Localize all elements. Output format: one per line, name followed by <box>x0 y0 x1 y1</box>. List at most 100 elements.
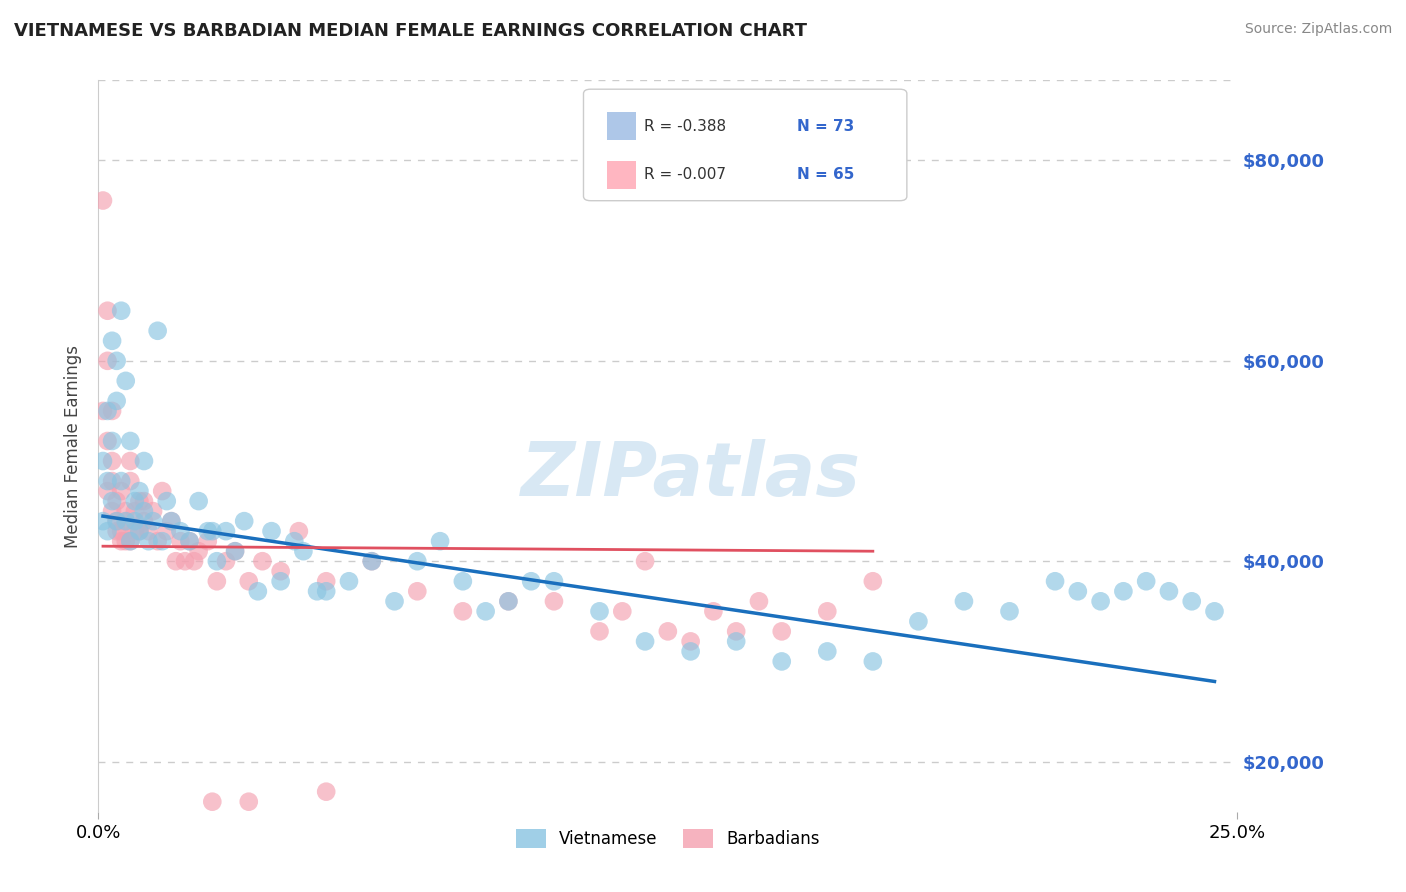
Point <box>160 514 183 528</box>
Point <box>406 554 429 568</box>
Point <box>260 524 283 538</box>
Point <box>634 634 657 648</box>
Point <box>110 303 132 318</box>
Point <box>815 604 838 618</box>
Point <box>183 554 205 568</box>
Point <box>120 454 142 468</box>
Point <box>679 644 702 658</box>
Text: N = 73: N = 73 <box>797 119 855 134</box>
Point <box>96 524 118 538</box>
Point <box>179 534 201 549</box>
Point <box>150 484 173 499</box>
Point <box>124 504 146 518</box>
Point <box>120 534 142 549</box>
Point <box>146 534 169 549</box>
Point <box>233 514 256 528</box>
Point <box>815 644 838 658</box>
Point <box>748 594 770 608</box>
Point <box>96 303 118 318</box>
Point <box>953 594 976 608</box>
Legend: Vietnamese, Barbadians: Vietnamese, Barbadians <box>509 822 827 855</box>
Point <box>634 554 657 568</box>
Point <box>146 324 169 338</box>
Point <box>384 594 406 608</box>
Point <box>110 524 132 538</box>
Point <box>315 584 337 599</box>
Point <box>187 494 209 508</box>
Point <box>307 584 329 599</box>
Point <box>1204 604 1226 618</box>
Point <box>862 574 884 589</box>
Text: VIETNAMESE VS BARBADIAN MEDIAN FEMALE EARNINGS CORRELATION CHART: VIETNAMESE VS BARBADIAN MEDIAN FEMALE EA… <box>14 22 807 40</box>
Point <box>543 574 565 589</box>
Point <box>142 504 165 518</box>
Point <box>520 574 543 589</box>
Point <box>215 524 238 538</box>
Point <box>360 824 382 838</box>
Point <box>907 615 929 629</box>
Point <box>124 524 146 538</box>
Point <box>138 534 160 549</box>
Point <box>246 584 269 599</box>
Point <box>120 474 142 488</box>
Point <box>1112 584 1135 599</box>
Point <box>101 334 124 348</box>
Text: R = -0.007: R = -0.007 <box>644 168 725 183</box>
Point <box>360 554 382 568</box>
Point <box>770 624 793 639</box>
Point <box>132 454 155 468</box>
Point <box>142 514 165 528</box>
Point <box>128 484 150 499</box>
Point <box>101 504 124 518</box>
Point <box>160 514 183 528</box>
Point <box>612 604 634 618</box>
Point <box>862 655 884 669</box>
Point <box>498 594 520 608</box>
Point <box>1090 594 1112 608</box>
Point <box>105 514 128 528</box>
Point <box>114 534 136 549</box>
Text: N = 65: N = 65 <box>797 168 855 183</box>
Point <box>725 624 748 639</box>
Point <box>96 404 118 418</box>
Point <box>337 574 360 589</box>
Point <box>96 354 118 368</box>
Point <box>169 524 191 538</box>
Point <box>132 504 155 518</box>
Point <box>105 494 128 508</box>
Point <box>205 574 228 589</box>
Point <box>128 494 150 508</box>
Point <box>91 194 114 208</box>
Point <box>114 504 136 518</box>
Point <box>588 604 610 618</box>
Point <box>101 494 124 508</box>
Point <box>179 534 201 549</box>
Point <box>169 534 191 549</box>
Point <box>657 624 679 639</box>
Point <box>197 524 219 538</box>
Point <box>114 514 136 528</box>
Point <box>288 524 311 538</box>
Point <box>201 524 224 538</box>
Point <box>105 514 128 528</box>
Point <box>270 574 292 589</box>
Point <box>770 655 793 669</box>
Point <box>120 534 142 549</box>
Point <box>406 584 429 599</box>
Point <box>101 474 124 488</box>
Point <box>315 785 337 799</box>
Point <box>283 534 305 549</box>
Point <box>128 524 150 538</box>
Point <box>91 454 114 468</box>
Point <box>96 474 118 488</box>
Point <box>110 474 132 488</box>
Point <box>725 634 748 648</box>
Point <box>187 544 209 558</box>
Point <box>474 604 496 618</box>
Point <box>998 604 1021 618</box>
Point <box>124 494 146 508</box>
Text: ZIPatlas: ZIPatlas <box>520 439 860 512</box>
Point <box>105 393 128 408</box>
Point <box>238 574 260 589</box>
Point <box>451 574 474 589</box>
